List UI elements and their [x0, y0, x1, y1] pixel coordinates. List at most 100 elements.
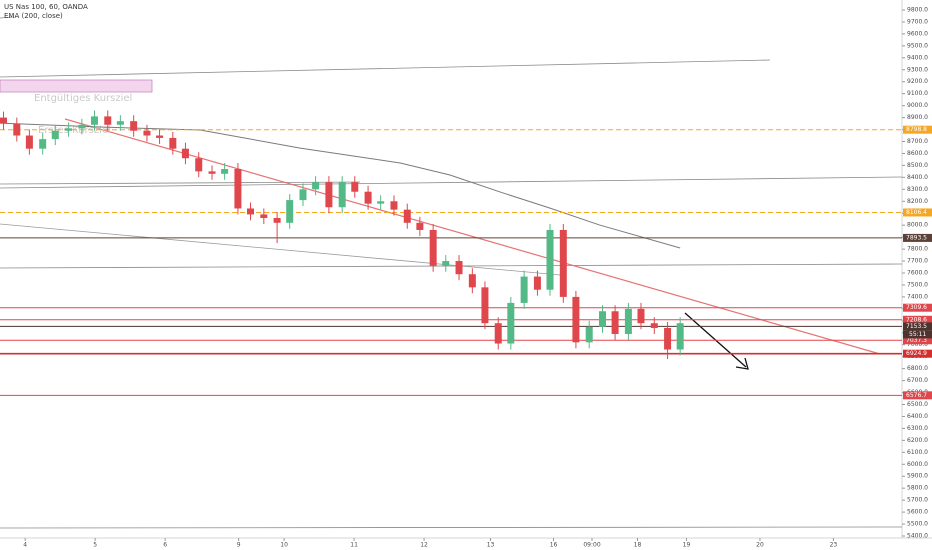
- candle-body: [429, 229, 437, 266]
- x-tick-label: 9: [237, 542, 241, 549]
- candle-body: [104, 116, 112, 125]
- price-label-box: [903, 303, 932, 312]
- x-tick-label: 20: [756, 542, 764, 549]
- candle-body: [377, 201, 385, 204]
- candle-body: [325, 182, 333, 208]
- candle-body: [481, 287, 489, 324]
- candle-body: [273, 218, 281, 223]
- candle-body: [181, 148, 189, 159]
- y-tick-label: 5700.0: [907, 497, 928, 504]
- trend-line: [0, 16, 15, 19]
- y-tick-label: 7800.0: [907, 246, 928, 253]
- y-tick-label: 5600.0: [907, 509, 928, 516]
- candle-body: [520, 276, 528, 303]
- y-tick-label: 6400.0: [907, 413, 928, 420]
- trend-line: [0, 526, 903, 529]
- candle-body: [507, 302, 515, 344]
- candle-body: [299, 189, 307, 201]
- y-tick-label: 6300.0: [907, 425, 928, 432]
- trend-line: [0, 181, 361, 185]
- price-label: 7208.6: [906, 316, 927, 323]
- candle-body: [65, 128, 73, 131]
- y-tick-label: 7000.0: [907, 341, 928, 348]
- y-tick-label: 6700.0: [907, 377, 928, 384]
- y-tick-label: 8900.0: [907, 114, 928, 121]
- y-tick-label: 5800.0: [907, 485, 928, 492]
- candle-body: [25, 135, 33, 149]
- y-tick-label: 9200.0: [907, 78, 928, 85]
- candle-body: [664, 327, 672, 350]
- price-label-box: [903, 125, 932, 134]
- price-label-box: [903, 208, 932, 217]
- price-label-box: [903, 233, 932, 242]
- x-tick-label: 13: [487, 542, 495, 549]
- candle-body: [351, 182, 359, 192]
- candle-body: [676, 323, 684, 350]
- candle-body: [286, 200, 294, 223]
- candle-body: [13, 123, 21, 136]
- candle-body: [234, 168, 242, 209]
- candle-body: [559, 229, 567, 297]
- y-tick-label: 9600.0: [907, 30, 928, 37]
- price-label: 7309.6: [906, 304, 927, 311]
- candle-body: [221, 168, 229, 174]
- y-tick-label: 7400.0: [907, 293, 928, 300]
- trend-line: [0, 176, 903, 189]
- y-tick-label: 6000.0: [907, 461, 928, 468]
- price-label: 6924.9: [906, 350, 927, 357]
- y-tick-label: 6800.0: [907, 365, 928, 372]
- price-label-box: [903, 315, 932, 324]
- price-label: 7037.3: [906, 337, 927, 344]
- y-tick-label: 9300.0: [907, 66, 928, 73]
- candle-body: [403, 209, 411, 223]
- price-label-box: [903, 336, 932, 345]
- y-tick-label: 9000.0: [907, 102, 928, 109]
- x-tick-label: 6: [163, 542, 167, 549]
- resistance-line: [64, 118, 881, 355]
- candle-body: [572, 296, 580, 343]
- candle-body: [585, 326, 593, 343]
- price-label-box: [903, 349, 932, 358]
- arrow-head: [735, 357, 749, 370]
- y-tick-label: 7600.0: [907, 270, 928, 277]
- price-label: 8106.4: [906, 209, 927, 216]
- candle-body: [442, 261, 450, 266]
- trend-line: [0, 223, 561, 276]
- x-tick-label: 4: [23, 542, 27, 549]
- y-tick-label: 8700.0: [907, 138, 928, 145]
- countdown: 55:11: [909, 331, 926, 338]
- candle-body: [364, 191, 372, 204]
- symbol-title: US Nas 100, 60, OANDA: [4, 3, 88, 11]
- candle-body: [208, 171, 216, 174]
- trend-line: [0, 263, 903, 269]
- y-tick-label: 5500.0: [907, 521, 928, 528]
- candle-body: [390, 201, 398, 210]
- y-tick-label: 6200.0: [907, 437, 928, 444]
- candle-body: [546, 229, 554, 290]
- countdown-box: [903, 330, 932, 339]
- price-label-box: [903, 391, 932, 400]
- annotation: Erstes Kursziel: [38, 125, 111, 136]
- y-tick-label: 8200.0: [907, 198, 928, 205]
- target-zone: [0, 79, 153, 93]
- y-tick-label: 9500.0: [907, 42, 928, 49]
- candle-body: [51, 130, 59, 140]
- indicator-legend: EMA (200, close): [4, 12, 63, 20]
- candle-body: [90, 116, 98, 125]
- x-tick-label: 16: [550, 542, 558, 549]
- y-tick-label: 5400.0: [907, 533, 928, 540]
- candle-body: [416, 222, 424, 230]
- candle-body: [195, 158, 203, 172]
- candle-body: [247, 208, 255, 215]
- y-tick-label: 8500.0: [907, 162, 928, 169]
- candle-body: [130, 121, 138, 131]
- candle-body: [338, 182, 346, 208]
- y-tick-label: 8400.0: [907, 174, 928, 181]
- y-tick-label: 7500.0: [907, 281, 928, 288]
- y-tick-label: 8000.0: [907, 222, 928, 229]
- x-tick-label: 10: [280, 542, 288, 549]
- annotation: Entgültiges Kursziel: [34, 93, 132, 104]
- candle-body: [637, 308, 645, 324]
